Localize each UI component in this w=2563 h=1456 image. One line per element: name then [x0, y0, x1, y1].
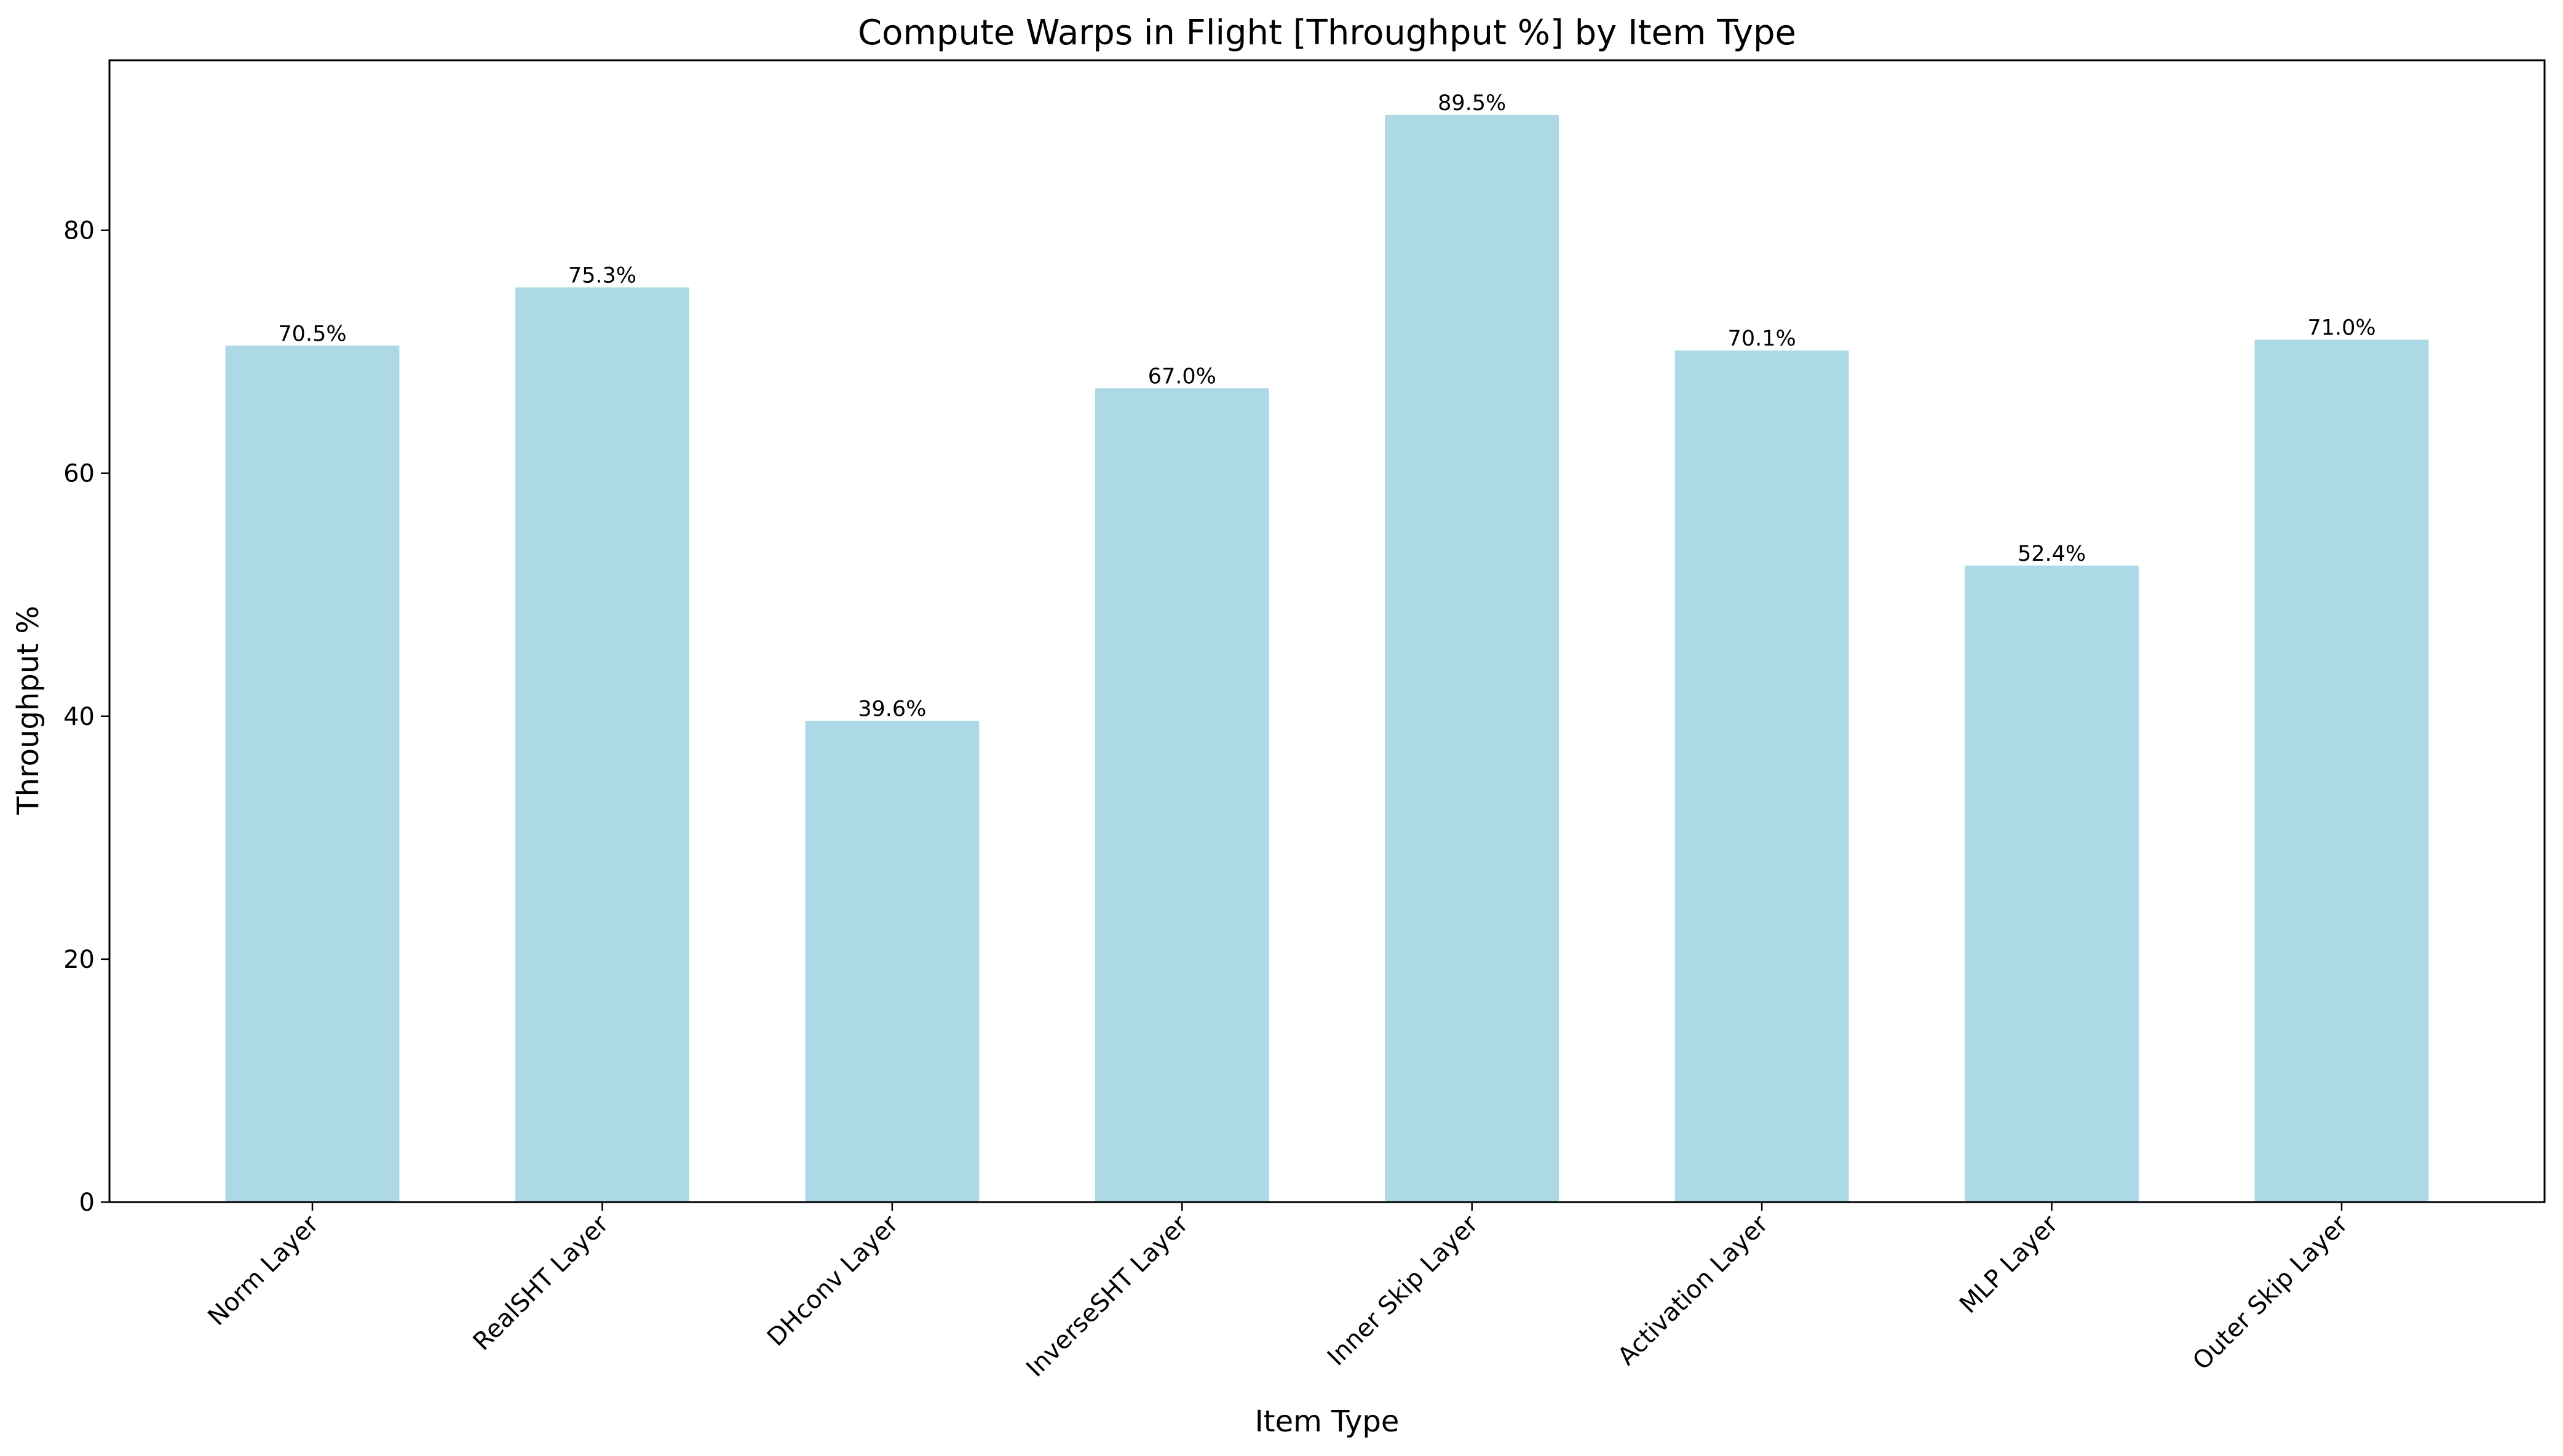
- chart-title: Compute Warps in Flight [Throughput %] b…: [858, 13, 1796, 53]
- y-axis: 0 20 40 60 80: [63, 217, 109, 1217]
- bar: [1095, 388, 1269, 1203]
- bar-value-label: 39.6%: [858, 697, 926, 722]
- bar: [225, 346, 400, 1202]
- y-tick-label: 0: [79, 1189, 95, 1217]
- bar-value-label: 71.0%: [2307, 315, 2375, 340]
- data-labels-group: 70.5% 75.3% 39.6% 67.0% 89.5% 70.1% 52.4% 71.0%: [278, 91, 2375, 722]
- bar-value-label: 70.1%: [1728, 326, 1796, 351]
- bar-value-label: 52.4%: [2018, 542, 2086, 566]
- y-tick-label: 40: [63, 703, 95, 731]
- bar: [1674, 350, 1849, 1202]
- bar-value-label: 75.3%: [568, 263, 636, 288]
- x-axis-label: Item Type: [1255, 1404, 1400, 1439]
- plot-frame: [108, 59, 2546, 1203]
- bar-value-label: 70.5%: [278, 322, 346, 346]
- bar: [1385, 114, 1559, 1203]
- bar-value-label: 89.5%: [1438, 91, 1506, 116]
- y-axis-label: Throughput %: [11, 606, 46, 815]
- bar: [805, 721, 980, 1202]
- bars-group: [225, 114, 2429, 1203]
- y-tick-label: 80: [63, 217, 95, 245]
- bar-value-label: 67.0%: [1148, 364, 1216, 389]
- y-tick-label: 20: [63, 946, 95, 974]
- bar: [515, 287, 689, 1203]
- bar: [2254, 339, 2429, 1202]
- y-tick-label: 60: [63, 460, 95, 488]
- bar: [1965, 565, 2139, 1202]
